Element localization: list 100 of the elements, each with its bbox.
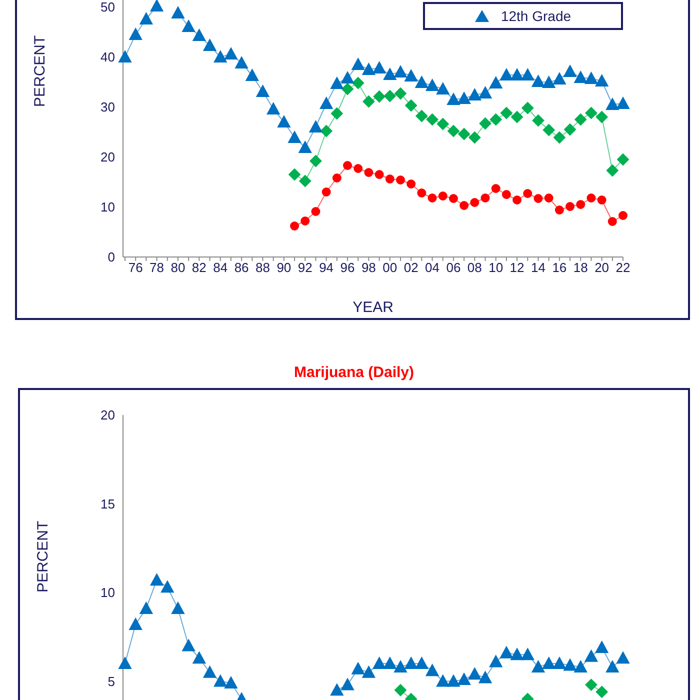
point <box>171 6 184 18</box>
point <box>534 194 543 203</box>
point <box>372 62 386 74</box>
point <box>532 660 545 673</box>
point <box>129 28 142 40</box>
point <box>458 128 470 140</box>
point <box>458 92 471 104</box>
x-tick-label: 10 <box>488 260 504 276</box>
point <box>511 111 524 123</box>
point <box>596 111 608 123</box>
point <box>160 580 174 593</box>
x-tick-label: 94 <box>319 260 334 276</box>
point <box>288 131 302 143</box>
point <box>512 196 522 204</box>
point <box>552 72 566 84</box>
x-tick-label: 96 <box>340 260 355 276</box>
x-tick-label: 00 <box>382 260 398 276</box>
point <box>394 66 407 78</box>
y-tick-label: 15 <box>100 496 115 512</box>
x-tick-label: 20 <box>594 260 610 276</box>
y-tick-label: 5 <box>108 674 115 689</box>
point <box>618 211 628 220</box>
point <box>566 202 575 211</box>
point <box>542 124 555 136</box>
point <box>140 12 153 24</box>
point <box>490 114 502 126</box>
point <box>468 132 481 144</box>
point <box>574 114 587 126</box>
point <box>554 206 564 214</box>
point <box>182 20 196 32</box>
x-tick-label: 18 <box>573 260 588 276</box>
point <box>436 82 450 94</box>
point <box>553 132 566 144</box>
point <box>352 662 365 674</box>
x-tick-label: 12 <box>510 260 524 276</box>
y-axis-title: PERCENT <box>31 35 48 107</box>
point <box>584 72 598 84</box>
point <box>277 116 290 128</box>
point <box>564 124 576 136</box>
point <box>354 164 363 173</box>
point <box>140 602 153 614</box>
point <box>320 97 333 109</box>
point <box>310 155 322 167</box>
x-tick-label: 84 <box>213 260 228 276</box>
point <box>597 196 606 204</box>
point <box>532 75 545 87</box>
point <box>595 74 608 86</box>
point <box>342 83 354 95</box>
point <box>332 174 342 182</box>
point <box>532 114 544 126</box>
point <box>235 56 248 68</box>
point <box>436 674 450 687</box>
point <box>364 168 374 177</box>
point <box>595 641 608 654</box>
point <box>383 657 396 669</box>
point <box>394 684 406 696</box>
x-tick-label: 90 <box>276 260 292 276</box>
point <box>384 90 396 102</box>
point <box>468 88 482 100</box>
point <box>564 65 577 77</box>
point <box>246 69 259 81</box>
point <box>500 68 513 80</box>
point <box>299 175 312 187</box>
point <box>404 70 418 82</box>
x-tick-label: 92 <box>298 260 312 276</box>
point <box>394 88 406 100</box>
point <box>256 85 270 97</box>
point <box>373 90 386 102</box>
x-tick-label: 76 <box>128 260 143 276</box>
point <box>522 102 534 114</box>
point <box>214 50 227 62</box>
point <box>118 657 132 669</box>
point <box>203 39 216 51</box>
x-tick-label: 82 <box>192 260 206 276</box>
point <box>489 655 502 668</box>
y-tick-label: 10 <box>100 585 115 600</box>
point <box>343 161 352 170</box>
point <box>606 98 619 110</box>
x-tick-label: 08 <box>467 260 482 276</box>
point <box>330 108 343 120</box>
point <box>394 660 407 673</box>
point <box>574 71 588 83</box>
point <box>500 107 512 119</box>
point <box>404 657 418 669</box>
point <box>542 657 556 669</box>
point <box>203 666 216 678</box>
y-axis-title: PERCENT <box>34 520 52 592</box>
point <box>352 77 364 89</box>
point <box>385 174 394 184</box>
point <box>478 671 492 684</box>
point <box>224 48 238 60</box>
chart-title: Marijuana (Daily) <box>292 364 416 381</box>
point <box>468 668 482 680</box>
point <box>129 618 142 630</box>
point <box>606 660 619 673</box>
point <box>510 68 524 80</box>
point <box>564 658 577 671</box>
point <box>374 170 384 179</box>
point <box>426 79 439 91</box>
point <box>182 639 196 652</box>
